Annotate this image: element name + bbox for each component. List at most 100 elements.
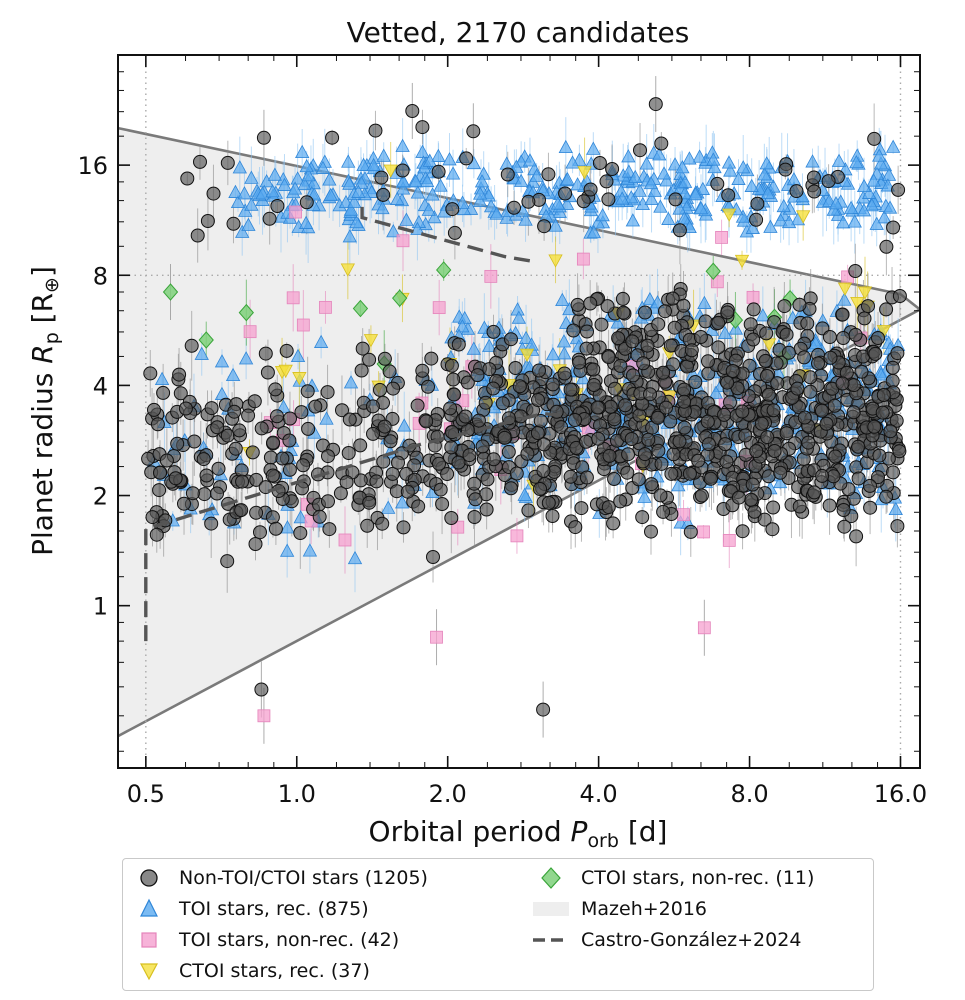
non-toi-point (848, 327, 863, 342)
toi-rec-point (455, 195, 470, 209)
toi-rec-point (735, 209, 751, 223)
non-toi-point (150, 417, 165, 432)
toi-rec-point (721, 155, 737, 169)
toi-rec-point (880, 178, 896, 192)
ctoi-nonrec-point (162, 283, 179, 301)
toi-nonrec-point (451, 520, 465, 534)
non-toi-point (777, 299, 792, 314)
non-toi-point (265, 510, 280, 525)
toi-rec-point (632, 183, 647, 197)
non-toi-point (557, 366, 572, 381)
non-toi-point (377, 351, 392, 366)
non-toi-point (683, 524, 698, 539)
toi-rec-point (517, 487, 532, 501)
non-toi-point (321, 449, 335, 464)
non-toi-point (362, 495, 377, 510)
diamond-marker-icon (541, 867, 561, 889)
non-toi-point (376, 187, 391, 202)
data-points (141, 76, 907, 744)
non-toi-point (800, 316, 815, 331)
non-toi-point (765, 522, 780, 537)
toi-rec-point (695, 181, 711, 195)
toi-rec-point (399, 212, 414, 226)
non-toi-point (892, 444, 907, 459)
toi-rec-point (232, 160, 247, 174)
non-toi-point (495, 396, 510, 411)
toi-rec-point (417, 160, 432, 174)
toi-rec-point (194, 346, 209, 360)
non-toi-point (615, 291, 630, 306)
legend-label: CTOI stars, rec. (37) (179, 960, 370, 982)
toi-rec-point (675, 160, 690, 174)
non-toi-point (607, 472, 622, 486)
non-toi-point (638, 305, 652, 320)
non-toi-point (815, 403, 829, 418)
toi-rec-point (744, 178, 759, 192)
non-toi-point (636, 356, 651, 371)
non-toi-point (574, 501, 589, 516)
toi-rec-point (763, 219, 778, 233)
non-toi-point (265, 468, 280, 483)
non-toi-point (451, 337, 466, 352)
ctoi-rec-point (363, 334, 379, 348)
non-toi-point (606, 516, 621, 531)
non-toi-point (892, 289, 907, 303)
non-toi-point (204, 401, 219, 416)
non-toi-point (767, 315, 782, 330)
non-toi-point (694, 488, 709, 503)
toi-rec-point (395, 495, 410, 509)
toi-rec-point (707, 159, 722, 174)
non-toi-point (365, 399, 380, 414)
toi-rec-point (255, 186, 270, 200)
toi-rec-point (559, 196, 575, 210)
toi-rec-point (347, 550, 363, 565)
non-toi-point (572, 355, 587, 370)
x-tick-label: 16.0 (874, 780, 927, 808)
toi-rec-point (826, 202, 841, 216)
non-toi-point (185, 486, 200, 501)
shaded-region-icon (533, 902, 569, 916)
non-toi-point (723, 395, 737, 410)
non-toi-point (197, 487, 212, 502)
toi-rec-point (343, 202, 359, 216)
non-toi-point (433, 482, 448, 497)
non-toi-point (654, 456, 669, 471)
toi-nonrec-point (396, 234, 410, 248)
toi-rec-point (856, 178, 872, 193)
ctoi-rec-point (857, 286, 873, 300)
non-toi-point (879, 302, 894, 317)
non-toi-point (187, 434, 202, 449)
toi-rec-point (442, 152, 457, 166)
non-toi-point (803, 384, 818, 399)
non-toi-point (507, 200, 521, 215)
legend-label: Non-TOI/CTOI stars (1205) (179, 867, 428, 889)
non-toi-point (335, 403, 349, 418)
non-toi-point (720, 375, 735, 390)
toi-rec-point (650, 295, 665, 309)
toi-nonrec-point (289, 205, 302, 219)
plot-area (117, 55, 921, 768)
non-toi-point (415, 363, 430, 378)
non-toi-point (199, 468, 214, 483)
non-toi-point (579, 470, 594, 485)
toi-rec-point (395, 138, 410, 152)
non-toi-point (377, 419, 392, 434)
y-axis-label: Planet radius Rp [R⊕] (26, 266, 63, 556)
non-toi-point (815, 468, 830, 483)
toi-rec-point (518, 212, 533, 226)
toi-rec-point (474, 174, 490, 188)
toi-rec-point (408, 174, 424, 188)
non-toi-point (701, 437, 716, 452)
toi-rec-point (628, 169, 643, 184)
non-toi-point (607, 412, 622, 427)
toi-rec-point (805, 154, 820, 168)
non-toi-point (806, 170, 821, 185)
non-toi-point (885, 360, 900, 375)
non-toi-point (789, 184, 804, 199)
non-toi-point (268, 521, 283, 536)
toi-rec-point (873, 156, 889, 170)
toi-rec-point (482, 338, 497, 352)
toi-rec-point (276, 399, 291, 413)
non-toi-point (391, 455, 405, 470)
toi-rec-point (692, 149, 707, 163)
